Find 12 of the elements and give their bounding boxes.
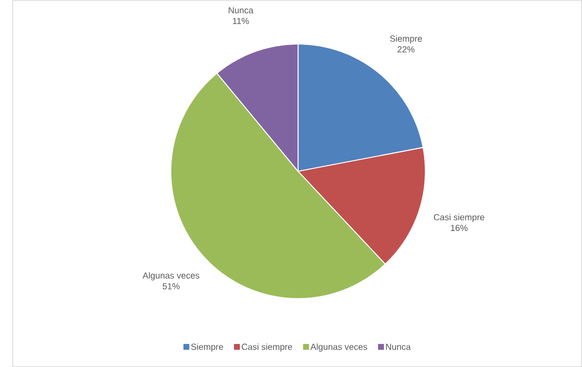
slice-label: Nunca <box>228 7 254 14</box>
slice-label: Algunas veces <box>142 272 200 280</box>
legend-label: Nunca <box>386 344 411 350</box>
legend-label: Casi siempre <box>242 343 292 352</box>
data-label: 11% <box>232 18 249 24</box>
data-label: 22% <box>398 46 414 52</box>
legend-label: Siempre <box>191 343 224 352</box>
slice-label: Siempre <box>390 35 422 44</box>
data-label: 16% <box>450 224 468 231</box>
slice-label: Casi siempre <box>434 214 484 222</box>
data-label: 51% <box>162 283 180 290</box>
legend-label: Algunas veces <box>310 343 368 352</box>
